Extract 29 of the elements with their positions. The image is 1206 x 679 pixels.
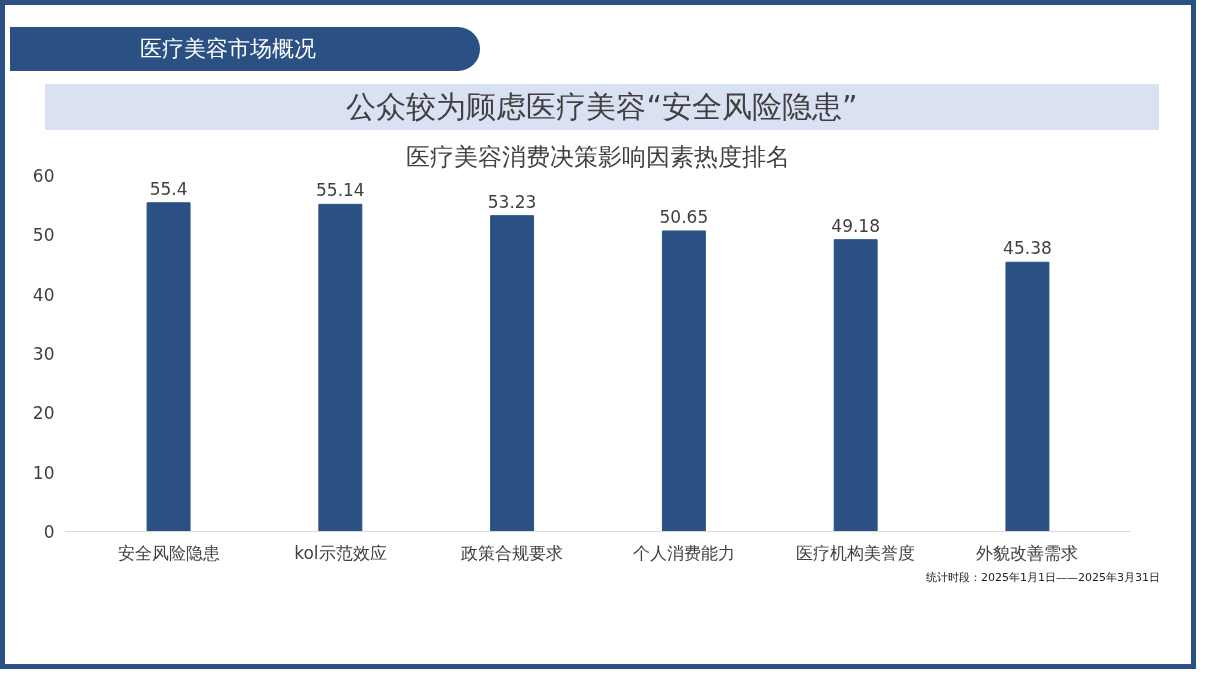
y-tick-label: 60: [32, 166, 55, 186]
bar: [1005, 261, 1050, 532]
text: 统计时段：2025年1月1日——2025年3月31日: [926, 570, 1160, 586]
bar: [318, 203, 363, 532]
data-label: 55.14: [316, 180, 365, 201]
x-tick-label: kol示范效应: [294, 542, 387, 563]
bar: [661, 230, 706, 532]
x-tick-label: 安全风险隐患: [117, 542, 220, 563]
chart-subtitle: 医疗美容消费决策影响因素热度排名: [406, 142, 790, 171]
data-label: 45.38: [1003, 238, 1052, 259]
y-tick-label: 0: [43, 522, 55, 542]
data-label: 49.18: [831, 215, 880, 236]
bar: [490, 215, 535, 532]
y-tick-label: 10: [32, 462, 55, 483]
x-tick-label: 医疗机构美誉度: [796, 542, 916, 563]
x-tick-label: 个人消费能力: [632, 542, 735, 563]
bar: [833, 239, 878, 532]
data-label: 53.23: [487, 191, 537, 212]
data-label: 55.4: [149, 178, 188, 199]
chart-title: 公众较为顾虑医疗美容“安全风险隐患”: [346, 88, 858, 126]
y-tick-label: 50: [32, 225, 55, 246]
y-tick-label: 40: [32, 284, 55, 305]
bar: [146, 202, 191, 532]
y-tick-label: 20: [32, 403, 55, 424]
data-label: 50.65: [659, 206, 709, 227]
x-tick-label: 政策合规要求: [461, 542, 564, 563]
x-tick-label: 外貌改善需求: [976, 542, 1079, 563]
y-tick-label: 30: [32, 344, 55, 364]
text: 医疗美容市场概况: [140, 35, 316, 63]
